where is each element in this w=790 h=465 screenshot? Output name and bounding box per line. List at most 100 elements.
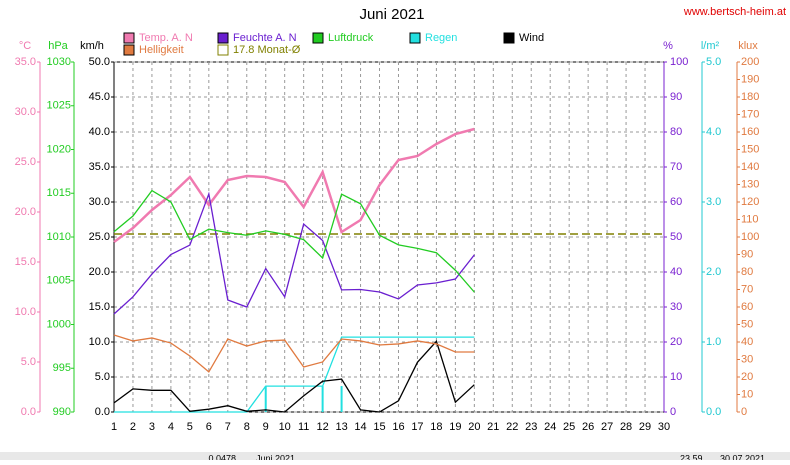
y-tick-label: 150	[741, 143, 759, 155]
legend-swatch	[217, 44, 229, 56]
y-tick-label: 20	[741, 371, 753, 383]
y-tick-label: 70	[741, 283, 753, 295]
y-tick-label: 35.0	[15, 56, 36, 68]
axis-unit: klux	[738, 40, 758, 52]
y-tick-label: 3.0	[706, 196, 721, 208]
y-tick-label: 30.0	[89, 196, 110, 208]
status-bar	[0, 452, 790, 460]
y-tick-label: 10	[741, 388, 753, 400]
y-tick-label: 160	[741, 126, 759, 138]
y-tick-label: 0	[741, 406, 747, 418]
x-tick-label: 5	[187, 421, 193, 433]
y-tick-label: 5.0	[21, 356, 36, 368]
x-tick-label: 4	[168, 421, 174, 433]
x-tick-label: 11	[298, 421, 309, 433]
legend-label: Luftdruck	[328, 32, 374, 44]
y-tick-label: 50	[670, 231, 682, 243]
y-tick-label: 110	[741, 213, 759, 225]
axis-unit: °C	[19, 40, 31, 52]
y-tick-label: 1025	[47, 100, 71, 112]
y-tick-label: 20	[670, 336, 682, 348]
y-tick-label: 5.0	[706, 56, 721, 68]
y-tick-label: 10	[670, 371, 682, 383]
y-tick-label: 50.0	[89, 56, 110, 68]
x-tick-label: 6	[206, 421, 212, 433]
x-tick-label: 8	[244, 421, 250, 433]
y-tick-label: 40.0	[89, 126, 110, 138]
y-tick-label: 1005	[47, 275, 71, 287]
y-tick-label: 30	[741, 353, 753, 365]
x-tick-label: 21	[487, 421, 499, 433]
y-tick-label: 25.0	[15, 156, 36, 168]
x-tick-label: 23	[525, 421, 537, 433]
y-tick-label: 45.0	[89, 91, 110, 103]
y-tick-label: 50	[741, 318, 753, 330]
axis-unit: %	[663, 40, 673, 52]
x-tick-label: 26	[582, 421, 594, 433]
y-tick-label: 70	[670, 161, 682, 173]
y-tick-label: 90	[741, 248, 753, 260]
y-tick-label: 0.0	[21, 406, 36, 418]
status-text: 30.07.2021	[720, 453, 765, 460]
y-tick-label: 100	[670, 56, 688, 68]
y-tick-label: 1000	[47, 318, 71, 330]
x-tick-label: 22	[506, 421, 518, 433]
x-tick-label: 1	[111, 421, 117, 433]
status-text: Juni 2021	[256, 453, 295, 460]
legend-label: Helligkeit	[139, 44, 184, 56]
x-tick-label: 3	[149, 421, 155, 433]
y-tick-label: 30.0	[15, 106, 36, 118]
y-tick-label: 10.0	[89, 336, 110, 348]
x-tick-label: 2	[130, 421, 136, 433]
status-text: 23.59	[680, 453, 703, 460]
y-tick-label: 0.0	[95, 406, 110, 418]
y-tick-label: 180	[741, 91, 759, 103]
y-tick-label: 0.0	[706, 406, 721, 418]
y-tick-label: 20.0	[89, 266, 110, 278]
series-line	[113, 334, 475, 373]
y-tick-label: 25.0	[89, 231, 110, 243]
x-tick-label: 10	[279, 421, 291, 433]
chart-title: Juni 2021	[359, 6, 424, 23]
y-tick-label: 90	[670, 91, 682, 103]
y-tick-label: 1030	[47, 56, 71, 68]
y-tick-label: 120	[741, 196, 759, 208]
status-text: 0.0478	[208, 453, 236, 460]
series-line	[113, 340, 475, 413]
x-tick-label: 29	[639, 421, 651, 433]
y-tick-label: 35.0	[89, 161, 110, 173]
y-tick-label: 10.0	[15, 306, 36, 318]
y-tick-label: 995	[53, 362, 71, 374]
legend-swatch	[217, 32, 229, 44]
y-tick-label: 0	[670, 406, 676, 418]
series-line	[113, 191, 475, 315]
y-tick-label: 80	[670, 126, 682, 138]
y-tick-label: 1020	[47, 143, 71, 155]
y-tick-label: 100	[741, 231, 759, 243]
y-tick-label: 130	[741, 178, 759, 190]
site-link: www.bertsch-heim.at	[683, 6, 786, 18]
y-tick-label: 2.0	[706, 266, 721, 278]
y-tick-label: 190	[741, 73, 759, 85]
legend-swatch	[312, 32, 324, 44]
legend-label: Regen	[425, 32, 457, 44]
x-tick-label: 7	[225, 421, 231, 433]
x-tick-label: 12	[316, 421, 328, 433]
y-tick-label: 1.0	[706, 336, 721, 348]
x-tick-label: 19	[449, 421, 461, 433]
axis-unit: km/h	[80, 40, 104, 52]
series-line	[113, 127, 475, 244]
y-tick-label: 990	[53, 406, 71, 418]
y-tick-label: 15.0	[15, 256, 36, 268]
y-tick-label: 4.0	[706, 126, 721, 138]
y-tick-label: 170	[741, 108, 759, 120]
y-tick-label: 200	[741, 56, 759, 68]
x-tick-label: 14	[354, 421, 366, 433]
x-tick-label: 24	[544, 421, 556, 433]
y-tick-label: 15.0	[89, 301, 110, 313]
x-tick-label: 13	[335, 421, 347, 433]
y-tick-label: 40	[670, 266, 682, 278]
x-tick-label: 17	[411, 421, 423, 433]
